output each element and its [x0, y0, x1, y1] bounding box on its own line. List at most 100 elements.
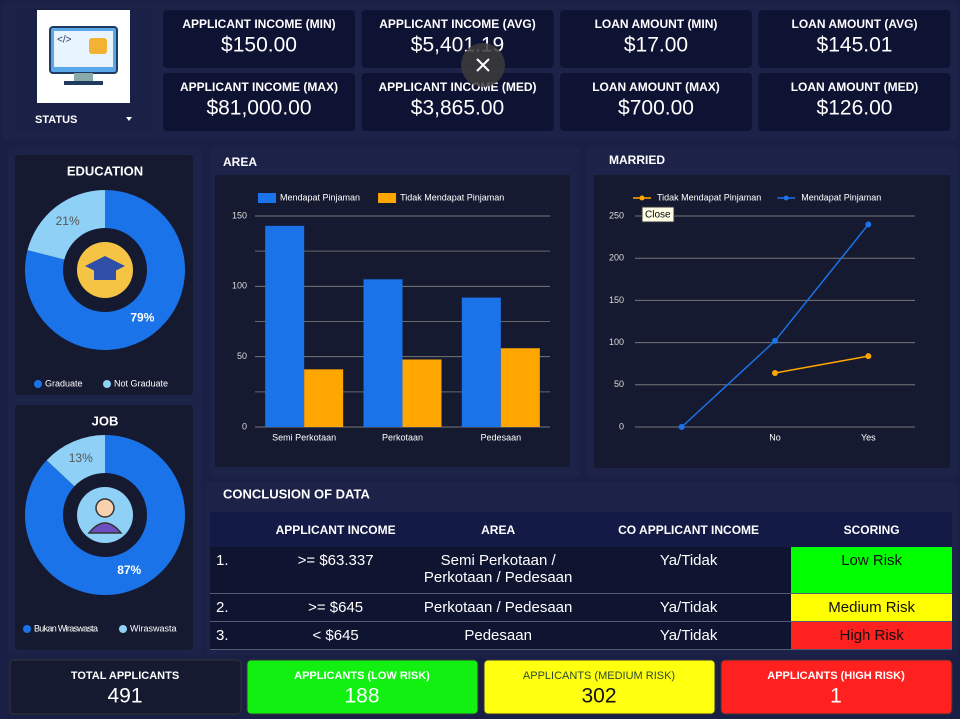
bar: [461, 297, 501, 427]
kpi-value: $17.00: [624, 34, 688, 57]
kpi-label: LOAN AMOUNT (MIN): [595, 17, 718, 31]
row-number: 1.: [210, 547, 261, 594]
legend-label: Mendapat Pinjaman: [801, 192, 881, 202]
header-cell: AREA: [410, 512, 586, 547]
person-head: [95, 498, 115, 518]
pie-slice: [25, 190, 185, 350]
kpi-value: $3,865.00: [411, 97, 504, 120]
table-row: 1. >= $63.337 Semi Perkotaan / Perkotaan /…: [210, 547, 952, 594]
kpi-card: [163, 10, 355, 68]
co-income-cell: Ya/Tidak: [585, 593, 792, 622]
legend-label: Tidak Mendapat Pinjaman: [400, 192, 504, 202]
robot-icon: [89, 38, 107, 54]
scoring-cell: High Risk: [791, 621, 952, 650]
tooltip-box: [641, 206, 675, 223]
kpi-label: LOAN AMOUNT (AVG): [792, 17, 918, 31]
area-cell: Perkotaan / Pedesaan: [410, 593, 586, 622]
conclusion-title: CONCLUSION OF DATA: [223, 486, 370, 501]
area-cell: Semi Perkotaan / Perkotaan / Pedesaan: [410, 547, 586, 594]
area-cell: Pedesaan: [410, 621, 586, 650]
y-tick-label: 50: [614, 379, 624, 389]
bar: [265, 225, 305, 427]
legend-marker: [119, 625, 127, 633]
table-header: APPLICANT INCOME AREA CO APPLICANT INCOME S…: [210, 512, 952, 547]
chart-title: JOB: [92, 413, 119, 428]
x-tick-label: No: [769, 432, 781, 442]
x-tick-label: Perkotaan: [382, 432, 423, 442]
chart-title: EDUCATION: [67, 163, 143, 178]
x-tick-label: Pedesaan: [481, 432, 522, 442]
legend-marker: [103, 380, 111, 388]
legend-marker: [783, 195, 789, 201]
summary-value: 1: [830, 685, 842, 708]
y-tick-label: 0: [619, 421, 624, 431]
legend-marker: [34, 380, 42, 388]
pie-label: 13%: [69, 451, 93, 465]
summary-label: TOTAL APPLICANTS: [71, 670, 179, 682]
y-tick-label: 150: [232, 210, 247, 220]
y-tick-label: 250: [609, 210, 624, 220]
summary-label: APPLICANTS (HIGH RISK): [767, 670, 905, 682]
scoring-cell: Medium Risk: [791, 593, 952, 622]
header-cell: CO APPLICANT INCOME: [585, 512, 792, 547]
summary-card: [483, 659, 716, 715]
legend-marker: [639, 195, 645, 201]
kpi-label: APPLICANT INCOME (MED): [379, 80, 537, 94]
summary-label: APPLICANTS (MEDIUM RISK): [523, 670, 675, 682]
co-income-cell: Ya/Tidak: [585, 547, 792, 594]
person-body: [87, 522, 123, 534]
pie-slice: [25, 435, 186, 595]
close-icon[interactable]: [476, 58, 490, 72]
point: [678, 424, 685, 430]
summary-card: [720, 659, 953, 715]
pie-label: 79%: [130, 310, 154, 324]
monitor-base: [64, 81, 103, 85]
row-number: 2.: [210, 593, 261, 622]
y-tick-label: 0: [242, 421, 247, 431]
kpi-card: [163, 73, 355, 131]
kpi-label: LOAN AMOUNT (MAX): [592, 80, 720, 94]
status-label[interactable]: STATUS: [35, 114, 77, 126]
y-tick-label: 50: [237, 351, 247, 361]
summary-value: 188: [344, 685, 379, 708]
legend-label: Not Graduate: [114, 378, 168, 388]
kpi-card: [560, 10, 752, 68]
x-tick-label: Yes: [861, 432, 876, 442]
kpi-label: LOAN AMOUNT (MED): [791, 80, 919, 94]
legend-label: Tidak Mendapat Pinjaman: [657, 192, 761, 202]
chart-title: MARRIED: [609, 153, 665, 167]
code-icon: </>: [57, 35, 72, 46]
kpi-card: [758, 10, 951, 68]
y-tick-label: 200: [609, 253, 624, 263]
table-row: 3. < $645 Pedesaan Ya/Tidak High Risk: [210, 621, 952, 650]
kpi-card: [361, 10, 554, 68]
kpi-label: APPLICANT INCOME (AVG): [379, 17, 535, 31]
income-cell: >= $63.337: [260, 547, 411, 594]
pie-slice: [46, 435, 105, 487]
kpi-card: [560, 73, 752, 131]
header-cell: SCORING: [791, 512, 952, 547]
header-cell: APPLICANT INCOME: [260, 512, 411, 547]
co-income-cell: Ya/Tidak: [585, 621, 792, 650]
point: [772, 337, 778, 344]
dropdown-arrow[interactable]: [126, 117, 132, 121]
legend-marker: [23, 625, 31, 633]
point: [865, 353, 872, 360]
tooltip: Close: [645, 210, 671, 221]
summary-value: 491: [107, 685, 142, 708]
scoring-cell: Low Risk: [791, 547, 952, 594]
pie-slice: [27, 190, 105, 260]
legend-label: Wiraswasta: [130, 623, 177, 633]
bar: [500, 348, 540, 427]
bar: [402, 359, 442, 427]
summary-label: APPLICANTS (LOW RISK): [294, 670, 430, 682]
monitor-stand: [74, 73, 93, 81]
kpi-value: $145.01: [817, 34, 893, 57]
income-cell: >= $645: [260, 593, 411, 622]
kpi-label: APPLICANT INCOME (MIN): [182, 17, 335, 31]
bar: [304, 369, 344, 427]
married-plot-bg: [594, 175, 950, 468]
legend-label: Graduate: [45, 378, 83, 388]
